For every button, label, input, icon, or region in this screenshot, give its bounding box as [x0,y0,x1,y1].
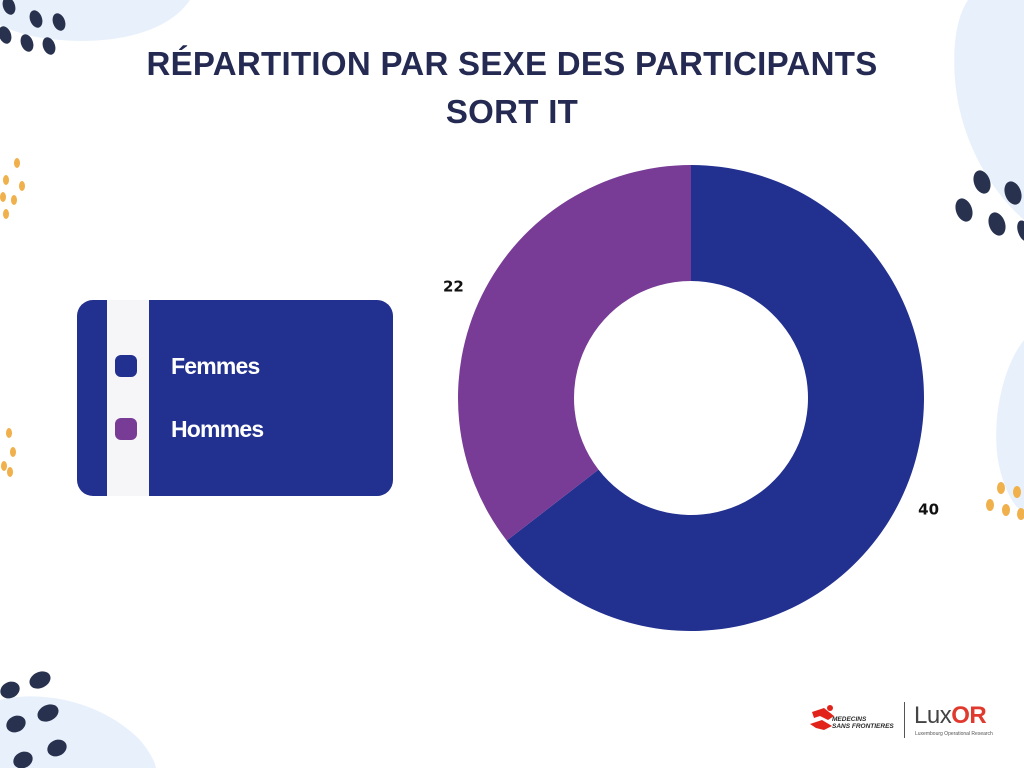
right-gold-dots [986,482,1024,520]
right-dark-dots [955,170,1024,242]
legend-swatch-hommes [115,418,137,440]
luxor-accent: OR [951,702,987,729]
legend-item-femmes: Femmes [115,349,260,383]
luxor-logo: LuxOR [914,702,987,730]
luxor-main: Lux [914,702,952,729]
chart-title: RÉPARTITION PAR SEXE DES PARTICIPANTS SO… [0,40,1024,136]
msf-logo-icon [810,705,834,730]
msf-logo-text: MEDECINS SANS FRONTIERES [832,716,894,730]
legend-label-hommes: Hommes [171,415,264,442]
right-top-blob [954,0,1024,220]
data-label-femmes: 40 [918,500,939,518]
right-mid-blob [996,340,1024,512]
top-left-blob [0,0,190,41]
legend-strip [107,300,149,496]
luxor-subtitle: Luxembourg Operational Research [915,731,993,737]
legend-label-femmes: Femmes [171,352,260,379]
legend-item-hommes: Hommes [115,412,264,446]
chart-legend: Femmes Hommes [77,300,393,496]
footer-logos: MEDECINS SANS FRONTIERES LuxOR Luxembour… [800,698,1000,746]
left-gold-dots-mid [1,428,16,477]
donut-slice-femmes [506,165,925,631]
logo-divider [904,702,905,738]
donut-slice-hommes [458,165,691,541]
msf-line1: MEDECINS [832,716,867,723]
top-left-dots [0,0,66,55]
data-label-hommes: 22 [443,278,464,296]
chart-title-line2: SORT IT [445,93,579,130]
left-gold-dots-top [0,158,25,219]
legend-swatch-femmes [115,355,137,377]
chart-title-line1: RÉPARTITION PAR SEXE DES PARTICIPANTS [146,45,878,82]
bottom-left-dots [0,671,67,768]
msf-line2: SANS FRONTIERES [832,723,894,730]
